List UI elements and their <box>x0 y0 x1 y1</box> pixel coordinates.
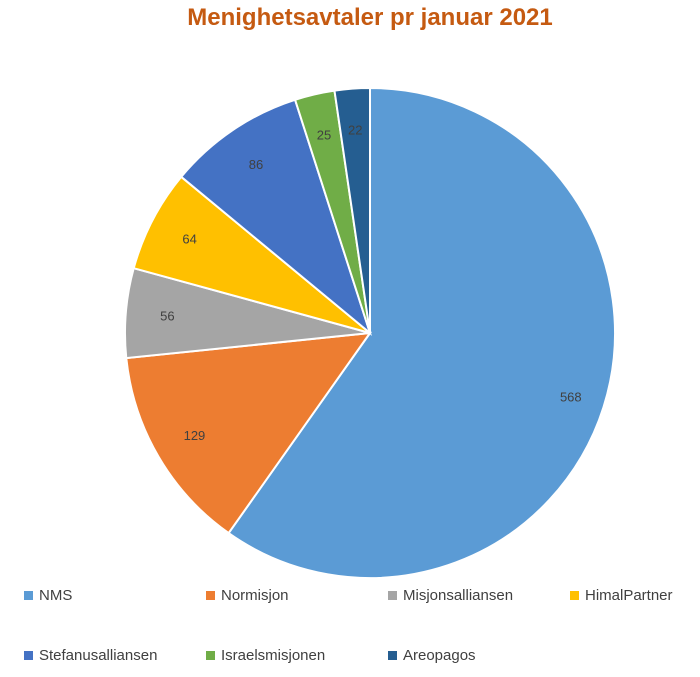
pie-slice-stefanusalliansen <box>179 98 372 336</box>
pie-slice-nms <box>227 86 616 579</box>
data-label-misjonsalliansen: 56 <box>160 309 174 324</box>
data-label-areopagos: 22 <box>348 123 362 138</box>
data-label-stefanusalliansen: 86 <box>249 157 263 172</box>
data-label-normisjon: 129 <box>184 428 206 443</box>
data-label-himalpartner: 64 <box>182 232 196 247</box>
pie-slice-normisjon <box>125 331 373 535</box>
data-label-israelsmisjonen: 25 <box>317 127 331 142</box>
pie-slice-areopagos <box>333 86 371 334</box>
data-label-nms: 568 <box>560 389 582 404</box>
chart-title: Menighetsavtaler pr januar 2021 <box>187 4 553 31</box>
